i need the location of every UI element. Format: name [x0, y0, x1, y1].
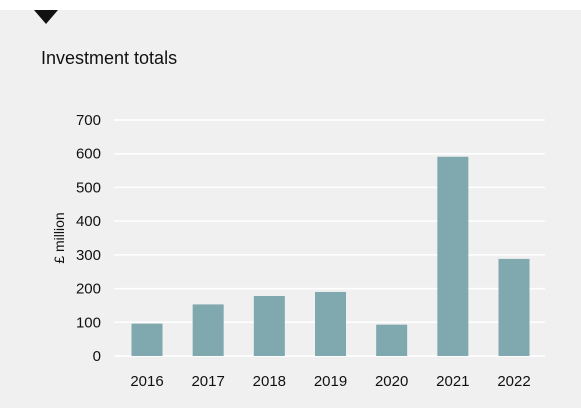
- x-tick-label: 2021: [436, 373, 469, 390]
- y-tick-label: 400: [76, 213, 101, 230]
- x-tick-label: 2016: [130, 373, 163, 390]
- bar-2021: [437, 156, 469, 356]
- bar-2019: [315, 291, 346, 356]
- y-tick-label: 600: [76, 146, 101, 163]
- bar-2022: [498, 258, 530, 356]
- y-tick-label: 200: [76, 281, 101, 298]
- bar-2016: [131, 323, 163, 356]
- bar-2018: [253, 295, 285, 356]
- y-axis-ticks: 0 100 200 300 400 500 600 700: [76, 112, 101, 365]
- chart-panel: [0, 10, 581, 408]
- y-axis-label: £ million: [51, 212, 67, 263]
- y-tick-label: 0: [93, 348, 101, 365]
- x-tick-label: 2019: [314, 373, 347, 390]
- bar-2017: [192, 304, 224, 356]
- x-tick-label: 2020: [375, 373, 408, 390]
- gridlines: [114, 119, 545, 357]
- x-tick-label: 2017: [191, 373, 224, 390]
- x-axis-ticks: 2016 2017 2018 2019 2020 2021 2022: [130, 373, 530, 390]
- chart-title: Investment totals: [41, 48, 178, 68]
- x-tick-label: 2018: [253, 373, 286, 390]
- y-tick-label: 100: [76, 314, 101, 331]
- bars: [131, 156, 530, 356]
- y-tick-label: 500: [76, 179, 101, 196]
- y-tick-label: 300: [76, 247, 101, 264]
- bar-2020: [376, 324, 408, 356]
- y-tick-label: 700: [76, 112, 101, 129]
- x-tick-label: 2022: [497, 373, 530, 390]
- triangle-marker-icon: [34, 10, 58, 24]
